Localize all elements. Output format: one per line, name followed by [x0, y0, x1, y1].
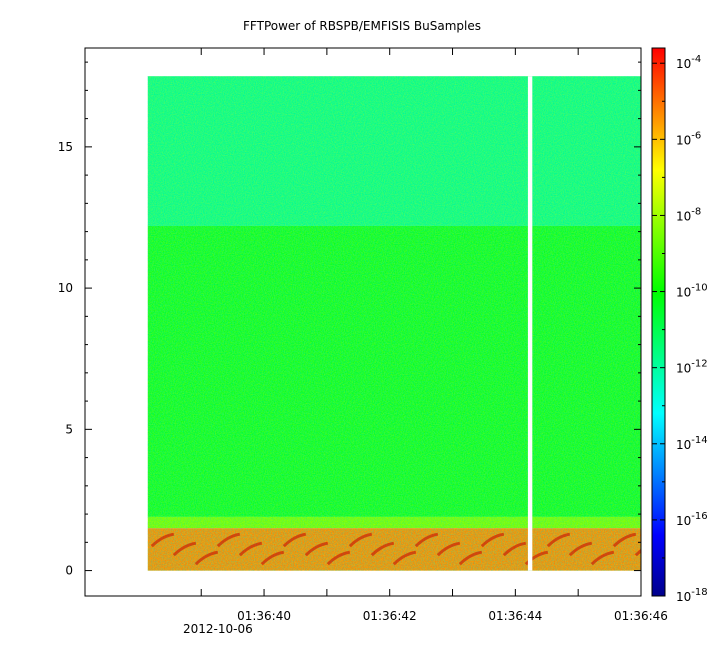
wave-stroke	[216, 532, 241, 548]
colorbar-tick-label: 10-16	[676, 511, 708, 528]
y-tick-label: 0	[65, 564, 73, 578]
x-tick-label: 01:36:46	[614, 609, 668, 623]
y-tick-label: 10	[58, 281, 73, 295]
chart-title: FFTPower of RBSPB/EMFISIS BuSamples	[243, 19, 481, 33]
wave-stroke	[172, 541, 197, 557]
y-axis: 0 5 10 15	[58, 61, 641, 578]
wave-stroke	[502, 541, 527, 557]
wave-stroke	[480, 532, 505, 548]
wave-stroke	[546, 532, 571, 548]
wave-stroke	[348, 532, 373, 548]
x-tick-label: 01:36:40	[237, 609, 291, 623]
x-tick-label: 01:36:44	[488, 609, 542, 623]
wave-stroke	[458, 550, 483, 566]
colorbar-tick-label: 10-6	[676, 130, 701, 147]
wave-stroke	[436, 541, 461, 557]
data-gap	[527, 76, 533, 571]
spectrogram-plot-area	[147, 76, 641, 571]
low-frequency-wave-structures	[150, 532, 641, 566]
wave-stroke	[150, 532, 175, 548]
wave-stroke	[238, 541, 263, 557]
plot-frame	[84, 47, 642, 597]
colorbar-gradient	[652, 48, 665, 596]
y-tick-label: 15	[58, 140, 73, 154]
colorbar-tick-label: 10-10	[676, 283, 708, 300]
x-date-label: 2012-10-06	[183, 622, 253, 636]
wave-stroke	[282, 532, 307, 548]
wave-stroke	[304, 541, 329, 557]
wave-stroke	[392, 550, 417, 566]
wave-stroke	[590, 550, 615, 566]
colorbar-tick-label: 10-8	[676, 206, 701, 223]
colorbar: 10-4 10-6 10-8 10-10 10-12 10-14 10-16 10-18	[651, 47, 708, 604]
colorbar-ticks: 10-4 10-6 10-8 10-10 10-12 10-14 10-16 10-18	[652, 54, 708, 604]
colorbar-tick-label: 10-4	[676, 54, 701, 71]
wave-stroke	[194, 550, 219, 566]
wave-stroke	[612, 532, 637, 548]
wave-stroke	[524, 550, 549, 566]
wave-stroke	[568, 541, 593, 557]
colorbar-tick-label: 10-14	[676, 435, 708, 452]
colorbar-frame	[651, 47, 666, 597]
colorbar-tick-label: 10-18	[676, 587, 708, 604]
wave-stroke	[414, 532, 439, 548]
x-axis: 01:36:40 01:36:42 01:36:44 01:36:46	[200, 48, 668, 623]
y-tick-label: 5	[65, 422, 73, 436]
wave-stroke	[260, 550, 285, 566]
wave-stroke	[634, 548, 641, 557]
colorbar-tick-label: 10-12	[676, 359, 708, 376]
wave-stroke	[370, 541, 395, 557]
noise-texture-cyan	[147, 76, 641, 571]
x-tick-label: 01:36:42	[363, 609, 417, 623]
wave-stroke	[326, 550, 351, 566]
